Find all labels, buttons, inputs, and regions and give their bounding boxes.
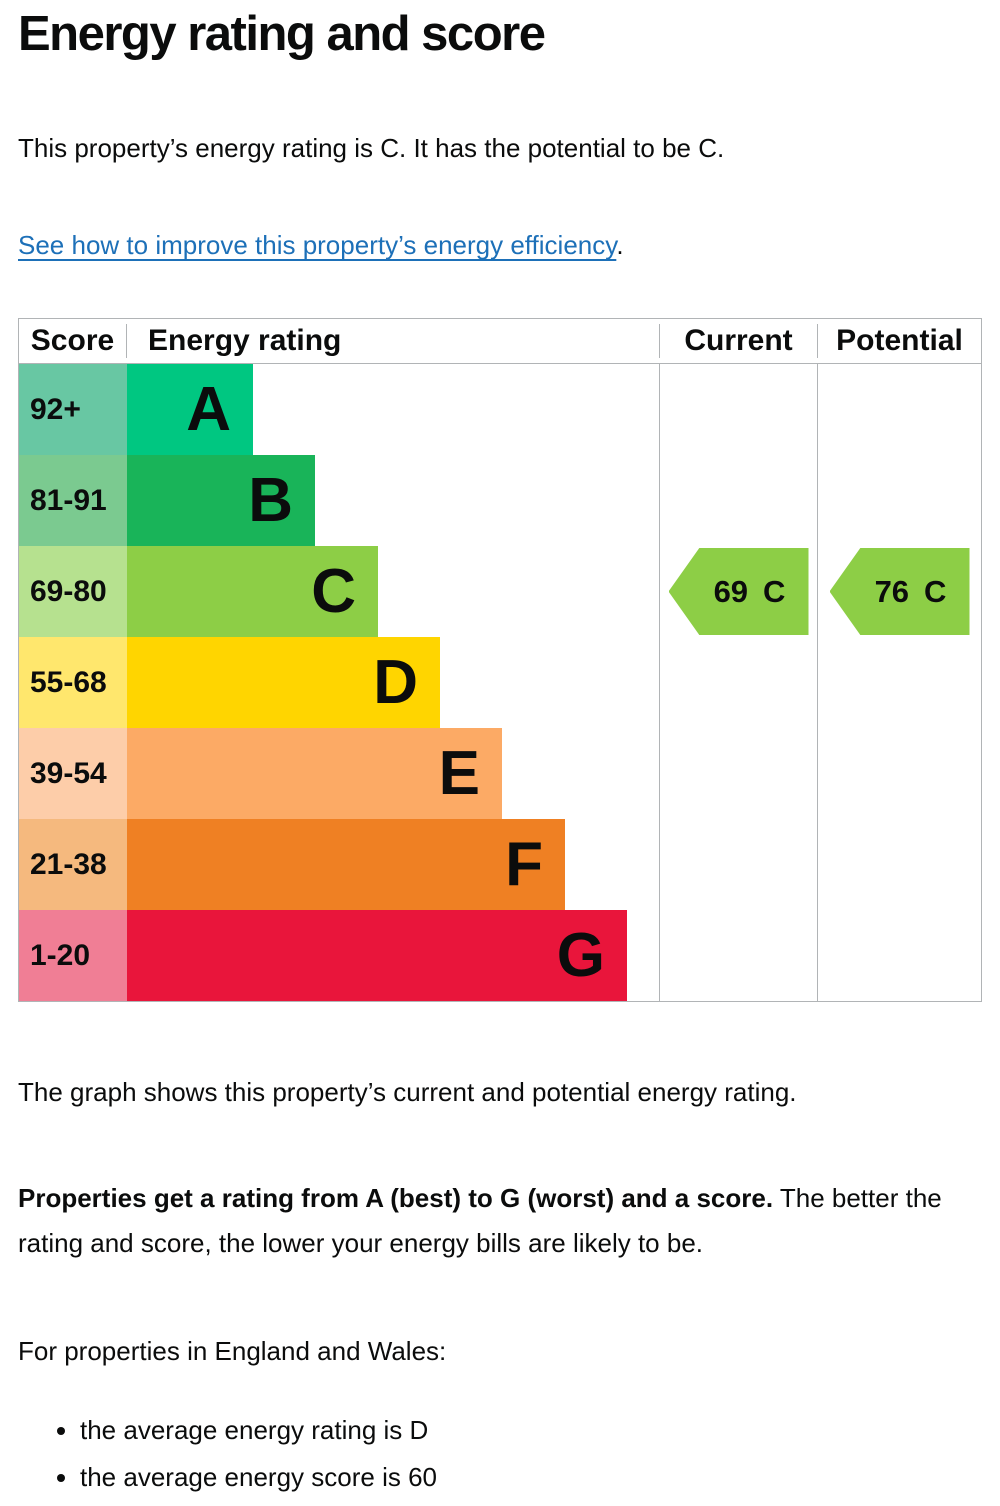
column-header-score: Score	[19, 324, 127, 358]
current-cell-f	[659, 819, 817, 910]
band-bar-a: A	[127, 364, 253, 455]
current-band: C	[763, 573, 786, 609]
current-cell-b	[659, 455, 817, 546]
average-score-item: the average energy score is 60	[80, 1462, 982, 1493]
score-range-e: 39-54	[19, 728, 127, 819]
region-heading: For properties in England and Wales:	[18, 1336, 447, 1366]
average-facts-list: the average energy rating is D the avera…	[18, 1415, 982, 1493]
score-range-a: 92+	[19, 364, 127, 455]
score-range-g: 1-20	[19, 910, 127, 1001]
improve-link-line: See how to improve this property’s energ…	[18, 230, 982, 261]
potential-cell-a	[817, 364, 981, 455]
potential-rating-arrow: 76 C	[829, 548, 970, 635]
epc-chart-header: Score Energy rating Current Potential	[19, 319, 981, 364]
potential-score: 76	[874, 573, 910, 609]
current-cell-a	[659, 364, 817, 455]
potential-cell-g	[817, 910, 981, 1001]
epc-chart: Score Energy rating Current Potential 92…	[18, 318, 982, 1002]
band-row-c: 69-80 C 69 C 76 C	[19, 546, 981, 637]
potential-cell-f	[817, 819, 981, 910]
rating-explanation-bold: Properties get a rating from A (best) to…	[18, 1183, 774, 1213]
graph-caption: The graph shows this property’s current …	[18, 1077, 797, 1107]
current-cell-g	[659, 910, 817, 1001]
current-score: 69	[713, 573, 749, 609]
band-row-e: 39-54 E	[19, 728, 981, 819]
current-cell-d	[659, 637, 817, 728]
band-bar-c: C	[127, 546, 378, 637]
score-range-d: 55-68	[19, 637, 127, 728]
column-header-current: Current	[659, 324, 817, 358]
band-row-d: 55-68 D	[19, 637, 981, 728]
improve-efficiency-link[interactable]: See how to improve this property’s energ…	[18, 230, 617, 260]
potential-band: C	[924, 573, 947, 609]
potential-cell-b	[817, 455, 981, 546]
score-range-b: 81-91	[19, 455, 127, 546]
potential-cell-c: 76 C	[817, 546, 981, 637]
band-row-b: 81-91 B	[19, 455, 981, 546]
current-cell-e	[659, 728, 817, 819]
band-bar-e: E	[127, 728, 502, 819]
average-rating-item: the average energy rating is D	[80, 1415, 982, 1446]
link-suffix: .	[616, 230, 624, 260]
column-header-potential: Potential	[817, 324, 981, 358]
intro-text: This property’s energy rating is C. It h…	[18, 133, 725, 163]
current-rating-arrow: 69 C	[668, 548, 809, 635]
band-bar-f: F	[127, 819, 565, 910]
band-row-f: 21-38 F	[19, 819, 981, 910]
band-bar-b: B	[127, 455, 315, 546]
potential-cell-e	[817, 728, 981, 819]
band-row-g: 1-20 G	[19, 910, 981, 1001]
score-range-c: 69-80	[19, 546, 127, 637]
epc-page: Energy rating and score This property’s …	[0, 6, 1000, 1493]
column-header-energy-rating: Energy rating	[148, 324, 342, 357]
rating-explanation-rest: The better the rating and score, the low…	[18, 1183, 942, 1258]
band-row-a: 92+ A	[19, 364, 981, 455]
score-range-f: 21-38	[19, 819, 127, 910]
potential-cell-d	[817, 637, 981, 728]
band-bar-g: G	[127, 910, 627, 1001]
current-cell-c: 69 C	[659, 546, 817, 637]
rating-explanation: Properties get a rating from A (best) to…	[18, 1176, 968, 1266]
page-title: Energy rating and score	[18, 7, 546, 61]
band-bar-d: D	[127, 637, 440, 728]
